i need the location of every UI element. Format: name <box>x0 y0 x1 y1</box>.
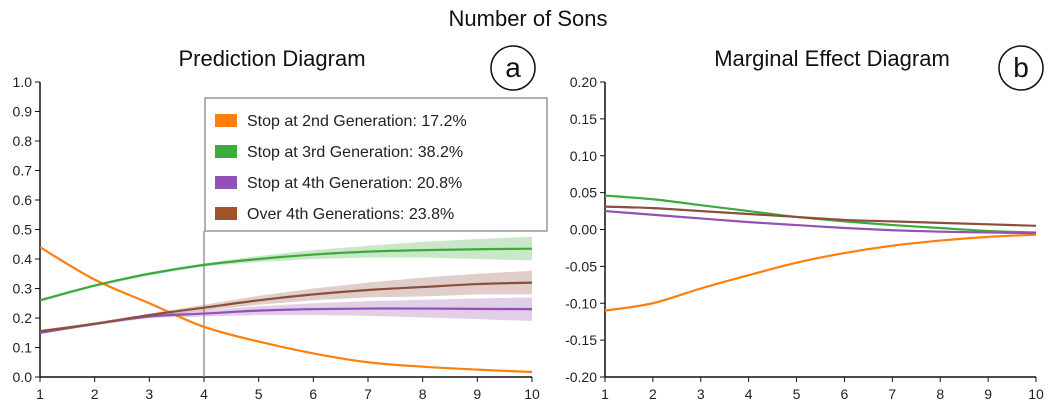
legend-swatch-stop-2nd-generation <box>215 114 237 127</box>
x-tick-label: 10 <box>524 386 540 402</box>
x-tick-label: 10 <box>1028 386 1044 402</box>
over-4th-generations-line <box>604 205 1037 227</box>
y-tick-label: 0.0 <box>13 369 33 385</box>
legend-item-over-4th-generations: Over 4th Generations: 23.8% <box>247 206 454 223</box>
x-tick-label: 4 <box>745 386 753 402</box>
x-tick-label: 1 <box>601 386 609 402</box>
legend-swatch-stop-4th-generation <box>215 176 237 189</box>
y-tick-label: 0.8 <box>13 133 33 149</box>
y-tick-label: 0.15 <box>570 111 597 127</box>
y-tick-label: 0.00 <box>570 222 597 238</box>
y-tick-label: -0.05 <box>565 258 597 274</box>
y-tick-label: 0.05 <box>570 185 597 201</box>
x-tick-label: 2 <box>649 386 657 402</box>
x-tick-label: 3 <box>145 386 153 402</box>
over-4th-generations-confidence-band <box>40 270 532 333</box>
y-tick-label: 0.7 <box>13 163 33 179</box>
x-tick-label: 7 <box>364 386 372 402</box>
panel-label-circle <box>998 45 1044 91</box>
y-tick-label: 0.6 <box>13 192 33 208</box>
prediction-panel: Prediction Diagram a 0.0 0.1 0.2 0.3 0.4 0.5 0.6… <box>13 45 548 402</box>
y-tick-label: -0.20 <box>565 369 597 385</box>
x-tick-label: 2 <box>91 386 99 402</box>
x-tick-label: 6 <box>841 386 849 402</box>
x-tick-label: 7 <box>888 386 896 402</box>
panel-title: Marginal Effect Diagram <box>714 46 950 71</box>
panel-label-circle <box>490 45 536 91</box>
y-tick-label: 0.2 <box>13 310 33 326</box>
stop-3rd-generation-confidence-band <box>40 236 532 302</box>
legend-item-stop-4th-generation: Stop at 4th Generation: 20.8% <box>247 175 462 192</box>
panel-label: b <box>1013 52 1029 83</box>
x-tick-label: 9 <box>473 386 481 402</box>
y-tick-label: 1.0 <box>13 74 33 90</box>
y-tick-label: 0.10 <box>570 148 597 164</box>
panel-label: a <box>505 52 521 83</box>
y-tick-label: 0.1 <box>13 340 33 356</box>
legend-box <box>204 97 548 232</box>
panel-title: Prediction Diagram <box>178 46 365 71</box>
stop-4th-generation-line <box>604 209 1037 235</box>
x-tick-label: 8 <box>419 386 427 402</box>
x-tick-label: 4 <box>200 386 208 402</box>
x-tick-label: 3 <box>697 386 705 402</box>
x-tick-label: 8 <box>936 386 944 402</box>
y-tick-label: 0.20 <box>570 74 597 90</box>
x-tick-label: 1 <box>36 386 44 402</box>
x-tick-label: 5 <box>793 386 801 402</box>
legend-item-stop-3rd-generation: Stop at 3rd Generation: 38.2% <box>247 144 463 161</box>
x-tick-label: 6 <box>309 386 317 402</box>
legend-item-stop-2nd-generation: Stop at 2nd Generation: 17.2% <box>247 113 467 130</box>
stop-3rd-generation-line <box>39 247 533 302</box>
y-tick-label: 0.4 <box>13 251 33 267</box>
y-tick-label: 0.5 <box>13 222 33 238</box>
x-tick-label: 9 <box>984 386 992 402</box>
legend-swatch-stop-3rd-generation <box>215 145 237 158</box>
y-tick-label: 0.3 <box>13 281 33 297</box>
legend: Stop at 2nd Generation: 17.2% Stop at 3rd… <box>204 97 548 232</box>
stop-4th-generation-confidence-band <box>40 297 532 335</box>
marginal-effect-panel: Marginal Effect Diagram b -0.20 -0.15 -0.10 -… <box>565 45 1044 402</box>
x-tick-label: 5 <box>255 386 263 402</box>
figure-title: Number of Sons <box>449 6 608 31</box>
y-tick-label: 0.9 <box>13 104 33 120</box>
y-tick-label: -0.10 <box>565 295 597 311</box>
y-tick-label: -0.15 <box>565 332 597 348</box>
stop-2nd-generation-line <box>604 233 1037 312</box>
over-4th-generations-line <box>39 281 533 333</box>
stop-2nd-generation-line <box>39 246 533 374</box>
legend-swatch-over-4th-generations <box>215 207 237 220</box>
